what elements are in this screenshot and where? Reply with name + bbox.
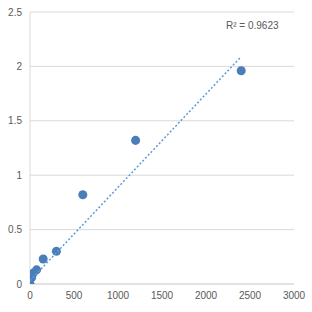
svg-text:500: 500 — [66, 290, 83, 301]
svg-text:0: 0 — [27, 290, 33, 301]
svg-text:2500: 2500 — [239, 290, 262, 301]
svg-text:0.5: 0.5 — [8, 224, 22, 235]
svg-text:0: 0 — [16, 279, 22, 290]
html-text:R² = 0.9623: R² = 0.9623 — [226, 20, 279, 31]
svg-text:2000: 2000 — [195, 290, 218, 301]
svg-text:2.5: 2.5 — [8, 7, 22, 18]
svg-text:2: 2 — [16, 61, 22, 72]
svg-text:3000: 3000 — [283, 290, 304, 301]
svg-text:1: 1 — [16, 170, 22, 181]
svg-text:1.5: 1.5 — [8, 115, 22, 126]
svg-text:1000: 1000 — [107, 290, 130, 301]
svg-text:1500: 1500 — [151, 290, 174, 301]
